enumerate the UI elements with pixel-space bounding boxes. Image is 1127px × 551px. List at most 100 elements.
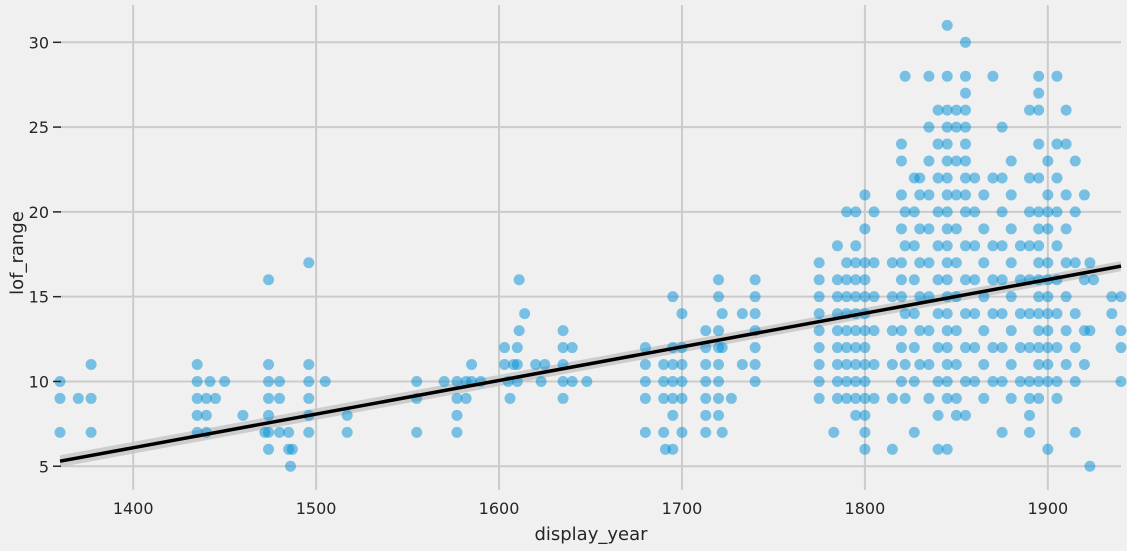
data-point (960, 155, 972, 167)
data-point (950, 257, 962, 269)
data-point (1005, 325, 1017, 337)
data-point (859, 426, 871, 438)
data-point (716, 342, 728, 354)
data-point (987, 308, 999, 320)
data-point (960, 409, 972, 421)
data-point (950, 189, 962, 201)
data-point (716, 426, 728, 438)
data-point (923, 70, 935, 82)
data-point (1014, 342, 1026, 354)
data-point (886, 443, 898, 455)
data-point (950, 325, 962, 337)
data-point (511, 342, 523, 354)
data-point (303, 392, 315, 404)
data-point (895, 223, 907, 235)
data-point (274, 426, 286, 438)
data-point (451, 392, 463, 404)
data-point (658, 426, 670, 438)
data-point (996, 342, 1008, 354)
data-point (667, 291, 679, 303)
data-point (411, 426, 423, 438)
data-point (923, 121, 935, 133)
data-point (539, 359, 551, 371)
data-point (1069, 206, 1081, 218)
data-point (667, 409, 679, 421)
data-point (191, 375, 203, 387)
data-point (499, 359, 511, 371)
data-point (1033, 104, 1045, 116)
data-point (831, 392, 843, 404)
data-point (639, 392, 651, 404)
data-point (932, 443, 944, 455)
data-point (1024, 240, 1036, 252)
data-point (581, 375, 593, 387)
data-point (1106, 291, 1118, 303)
data-point (1033, 70, 1045, 82)
data-point (1042, 375, 1054, 387)
data-point (639, 426, 651, 438)
data-point (1084, 257, 1096, 269)
data-point (813, 257, 825, 269)
data-point (969, 172, 981, 184)
data-point (1069, 342, 1081, 354)
data-point (923, 325, 935, 337)
data-point (713, 409, 725, 421)
data-point (1106, 308, 1118, 320)
data-point (914, 257, 926, 269)
data-point (566, 375, 578, 387)
data-point (996, 172, 1008, 184)
data-point (813, 359, 825, 371)
data-point (191, 392, 203, 404)
data-point (1033, 172, 1045, 184)
data-point (941, 274, 953, 286)
data-point (859, 342, 871, 354)
data-point (451, 409, 463, 421)
data-point (831, 375, 843, 387)
data-point (996, 240, 1008, 252)
data-point (960, 206, 972, 218)
data-point (736, 308, 748, 320)
data-point (557, 325, 569, 337)
data-point (969, 274, 981, 286)
data-point (676, 359, 688, 371)
x-axis-label: display_year (534, 524, 648, 545)
data-point (886, 392, 898, 404)
data-point (713, 291, 725, 303)
data-point (932, 240, 944, 252)
data-point (1078, 359, 1090, 371)
data-point (1060, 189, 1072, 201)
data-point (1051, 392, 1063, 404)
data-point (700, 409, 712, 421)
data-point (859, 359, 871, 371)
data-point (1069, 155, 1081, 167)
data-point (987, 172, 999, 184)
data-point (850, 240, 862, 252)
data-point (859, 443, 871, 455)
data-point (1024, 342, 1036, 354)
data-point (923, 223, 935, 235)
data-point (303, 257, 315, 269)
data-point (1078, 189, 1090, 201)
data-point (1042, 155, 1054, 167)
y-axis-label: lof_range (7, 211, 28, 295)
data-point (987, 70, 999, 82)
data-point (451, 375, 463, 387)
y-tick-label: 15 (29, 288, 49, 307)
data-point (859, 189, 871, 201)
data-point (713, 274, 725, 286)
data-point (1051, 342, 1063, 354)
data-point (813, 325, 825, 337)
data-point (850, 342, 862, 354)
data-point (859, 291, 871, 303)
data-point (886, 291, 898, 303)
data-point (923, 155, 935, 167)
data-points (54, 19, 1127, 472)
data-point (969, 308, 981, 320)
data-point (908, 342, 920, 354)
data-point (895, 189, 907, 201)
data-point (996, 426, 1008, 438)
data-point (941, 138, 953, 150)
data-point (1005, 257, 1017, 269)
data-point (969, 240, 981, 252)
data-point (960, 189, 972, 201)
